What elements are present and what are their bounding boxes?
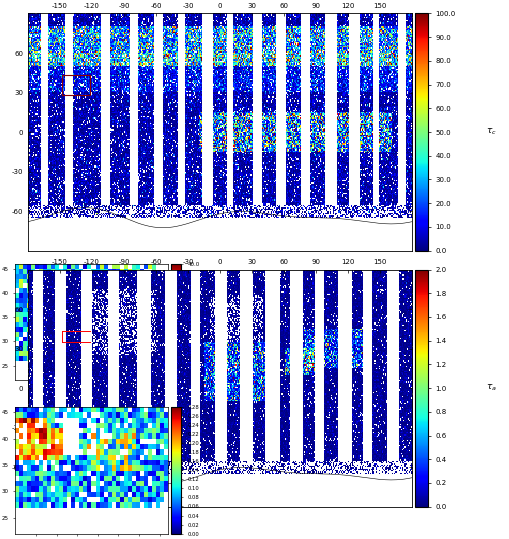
Bar: [62, 75, 90, 95]
Text: $\tau_c$: $\tau_c$: [486, 127, 497, 137]
Text: $\tau_a$: $\tau_a$: [486, 383, 497, 393]
